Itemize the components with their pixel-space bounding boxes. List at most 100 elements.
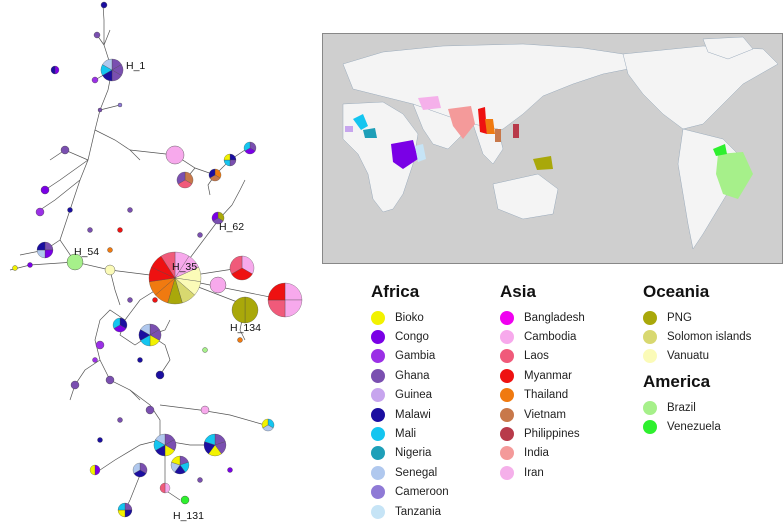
- legend-item: Nigeria: [371, 444, 449, 463]
- haplotype-node: [97, 437, 103, 443]
- legend-label: Nigeria: [395, 447, 432, 460]
- haplotype-node: [100, 58, 124, 82]
- haplotype-node: [112, 317, 128, 333]
- haplotype-node: [155, 370, 165, 380]
- label-h134: H_134: [230, 322, 261, 334]
- haplotype-node: [231, 296, 259, 324]
- haplotype-node: [50, 65, 60, 75]
- haplotype-node: [202, 347, 208, 353]
- legend-item: Vanuatu: [643, 347, 751, 366]
- haplotype-node: [104, 264, 116, 276]
- legend-label: Cambodia: [524, 331, 577, 344]
- legend-item: Iran: [500, 463, 585, 482]
- legend-label: Mali: [395, 428, 417, 441]
- haplotype-node: [132, 462, 148, 478]
- legend-swatch: [500, 427, 514, 442]
- haplotype-node: [107, 247, 113, 253]
- haplotype-network: H_1 H_62 H_54 H_35 H_134 H_131: [9, 1, 303, 522]
- network-labels: H_1 H_62 H_54 H_35 H_134 H_131: [74, 60, 261, 522]
- legend-item: Mali: [371, 424, 449, 443]
- legend-heading: Asia: [500, 282, 536, 301]
- legend-label: Vanuatu: [667, 350, 709, 363]
- legend-label: Thailand: [524, 389, 569, 402]
- legend-item: Bioko: [371, 308, 449, 327]
- legend-item: PNG: [643, 308, 751, 327]
- haplotype-node: [243, 141, 257, 155]
- legend-swatch: [371, 310, 385, 325]
- legend-swatch: [643, 400, 657, 415]
- haplotype-node: [237, 337, 243, 343]
- haplotype-node: [117, 502, 133, 518]
- haplotype-node: [148, 251, 202, 305]
- legend-swatch: [500, 465, 514, 480]
- legend-item: Venezuela: [643, 417, 721, 436]
- haplotype-node: [87, 227, 93, 233]
- legend-label: Malawi: [395, 408, 431, 421]
- haplotype-node: [66, 253, 84, 271]
- legend-label: Solomon islands: [667, 331, 752, 344]
- legend-swatch: [643, 310, 657, 325]
- haplotype-node: [211, 211, 225, 225]
- legend-item: Congo: [371, 327, 449, 346]
- haplotype-node: [35, 207, 45, 217]
- legend-item: Myanmar: [500, 366, 585, 385]
- legend-swatch: [371, 427, 385, 442]
- haplotype-node: [159, 482, 171, 494]
- legend-item: India: [500, 444, 585, 463]
- legend-item: Solomon islands: [643, 327, 751, 346]
- haplotype-node: [117, 227, 123, 233]
- legend-swatch: [371, 485, 385, 500]
- haplotype-node: [197, 477, 203, 483]
- haplotype-node: [91, 76, 99, 84]
- haplotype-node: [27, 262, 33, 268]
- label-h54: H_54: [74, 246, 99, 258]
- legend-label: Ghana: [395, 369, 430, 382]
- legend-heading: America: [643, 372, 711, 391]
- legend-asia: Asia Bangladesh Cambodia Laos Myanmar Thailan…: [500, 282, 585, 483]
- haplotype-node: [152, 297, 158, 303]
- haplotype-node: [105, 375, 115, 385]
- haplotype-node: [67, 207, 73, 213]
- legend-label: Brazil: [667, 401, 696, 414]
- legend-item: Philippines: [500, 424, 585, 443]
- haplotype-node: [203, 433, 227, 457]
- haplotype-node: [153, 433, 177, 457]
- label-h131: H_131: [173, 510, 204, 522]
- haplotype-node: [209, 276, 227, 294]
- haplotype-node: [145, 405, 155, 415]
- label-h35: H_35: [172, 261, 197, 273]
- legend-label: Senegal: [395, 466, 438, 479]
- legend-swatch: [371, 465, 385, 480]
- legend-swatch: [371, 368, 385, 383]
- legend-label: Guinea: [395, 389, 433, 402]
- legend-swatch: [371, 330, 385, 345]
- haplotype-node: [40, 185, 50, 195]
- haplotype-node: [97, 107, 103, 113]
- legend-item: Ghana: [371, 366, 449, 385]
- legend-item: Guinea: [371, 386, 449, 405]
- legend-swatch: [500, 330, 514, 345]
- legend-label: Congo: [395, 331, 429, 344]
- haplotype-node: [261, 418, 275, 432]
- legend-america: America Brazil Venezuela: [643, 372, 721, 437]
- legend-heading: Oceania: [643, 282, 710, 301]
- legend-oceania: Oceania PNG Solomon islands Vanuatu: [643, 282, 751, 366]
- haplotype-node: [127, 207, 133, 213]
- legend-label: Venezuela: [667, 421, 721, 434]
- legend-label: Laos: [524, 350, 549, 363]
- haplotype-node: [93, 31, 101, 39]
- legend-item: Bangladesh: [500, 308, 585, 327]
- legend-swatch: [371, 349, 385, 364]
- legend-item: Senegal: [371, 463, 449, 482]
- haplotype-node: [267, 282, 303, 318]
- haplotype-node: [165, 145, 185, 165]
- legend-label: Bangladesh: [524, 311, 585, 324]
- haplotype-node: [208, 168, 222, 182]
- haplotype-node: [12, 265, 18, 271]
- legend-item: Laos: [500, 347, 585, 366]
- haplotype-node: [227, 467, 233, 473]
- legend-swatch: [500, 349, 514, 364]
- haplotype-node: [176, 171, 194, 189]
- haplotype-node: [138, 323, 162, 347]
- legend-swatch: [643, 349, 657, 364]
